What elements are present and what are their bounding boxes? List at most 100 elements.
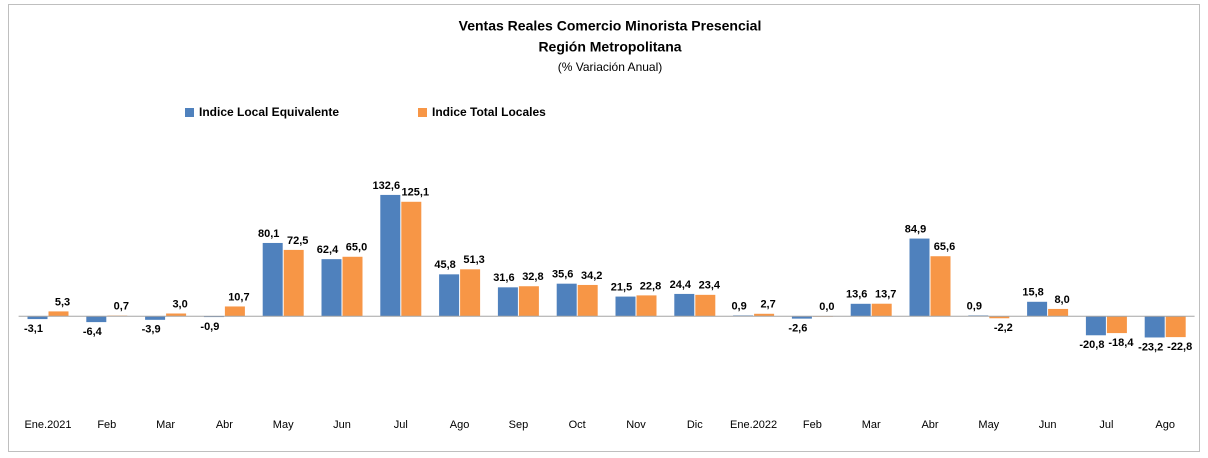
value-label: -3,1	[24, 323, 43, 335]
value-label: -6,4	[83, 326, 103, 338]
value-label: -23,2	[1138, 341, 1163, 353]
bar	[439, 274, 460, 317]
bar	[695, 294, 716, 317]
bar	[27, 316, 48, 320]
bar	[577, 284, 598, 317]
x-tick-label: Oct	[569, 419, 586, 431]
legend-label: Indice Total Locales	[432, 105, 546, 119]
value-label: 21,5	[611, 281, 632, 293]
x-tick-label: Abr	[216, 419, 233, 431]
bar	[615, 296, 636, 317]
x-tick-label: Feb	[803, 419, 822, 431]
x-tick-label: Feb	[97, 419, 116, 431]
bar	[930, 256, 951, 317]
bar	[321, 259, 342, 317]
bar	[401, 201, 422, 317]
value-label: 65,0	[346, 242, 367, 254]
value-label: -18,4	[1108, 337, 1134, 349]
x-tick-label: May	[273, 419, 294, 431]
bar	[1048, 308, 1069, 317]
value-label: 72,5	[287, 235, 308, 247]
bar	[342, 256, 363, 317]
value-label: 65,6	[934, 241, 955, 253]
x-tick-label: Ago	[450, 419, 470, 431]
bar	[1106, 316, 1127, 334]
value-label: 15,8	[1022, 287, 1043, 299]
x-tick-label: Jun	[1039, 419, 1057, 431]
bar	[754, 313, 775, 317]
x-tick-label: Ene.2022	[730, 419, 777, 431]
value-label: 35,6	[552, 269, 573, 281]
value-label: 13,7	[875, 289, 896, 301]
bar	[1165, 316, 1186, 338]
value-label: 24,4	[670, 279, 692, 291]
bar	[556, 283, 577, 317]
value-label: 62,4	[317, 244, 339, 256]
value-label: 23,4	[699, 280, 721, 292]
value-label: 13,6	[846, 289, 867, 301]
x-tick-label: Ene.2021	[24, 419, 71, 431]
value-label: 80,1	[258, 228, 279, 240]
value-label: 125,1	[402, 187, 430, 199]
bar	[989, 316, 1010, 319]
bar	[1144, 316, 1165, 338]
value-label: -0,9	[200, 321, 219, 333]
x-tick-label: Nov	[626, 419, 646, 431]
bar	[1027, 301, 1048, 317]
x-tick-label: Mar	[156, 419, 175, 431]
value-label: -22,8	[1167, 341, 1192, 353]
value-label: 132,6	[373, 180, 401, 192]
bar	[48, 311, 69, 317]
bar	[262, 242, 283, 317]
value-label: 31,6	[493, 272, 514, 284]
legend-swatch	[418, 108, 427, 117]
value-label: 32,8	[522, 271, 543, 283]
bar	[871, 303, 892, 317]
value-label: 8,0	[1054, 294, 1069, 306]
value-label: -2,6	[788, 323, 807, 335]
chart-title: Ventas Reales Comercio Minorista Presenc…	[459, 18, 762, 34]
value-label: 10,7	[228, 291, 249, 303]
bar	[1085, 316, 1106, 336]
value-label: 22,8	[640, 280, 661, 292]
x-tick-label: Jun	[333, 419, 351, 431]
x-tick-label: Dic	[687, 419, 703, 431]
value-label: 84,9	[905, 223, 926, 235]
bar	[636, 295, 657, 317]
value-label: 3,0	[172, 298, 187, 310]
value-label: 2,7	[760, 299, 775, 311]
x-tick-label: Abr	[921, 419, 938, 431]
legend-swatch	[185, 108, 194, 117]
chart-subtitle: Región Metropolitana	[538, 39, 681, 55]
bar	[850, 303, 871, 317]
bar	[145, 316, 166, 320]
bar	[86, 316, 107, 323]
value-label: 0,9	[967, 300, 982, 312]
legend-label: Indice Local Equivalente	[199, 105, 339, 119]
unit-label: (% Variación Anual)	[558, 60, 663, 74]
x-tick-label: Ago	[1155, 419, 1175, 431]
bar	[380, 194, 401, 317]
x-tick-label: Jul	[1099, 419, 1113, 431]
bar	[166, 313, 187, 317]
value-label: -3,9	[142, 324, 161, 336]
value-label: 51,3	[463, 254, 484, 266]
value-label: 45,8	[434, 259, 455, 271]
bar	[497, 287, 518, 317]
value-label: 0,0	[819, 301, 834, 313]
bar	[791, 316, 812, 319]
value-label: 34,2	[581, 270, 602, 282]
x-tick-label: Jul	[394, 419, 408, 431]
value-label: -20,8	[1079, 339, 1104, 351]
x-tick-label: May	[978, 419, 999, 431]
value-label: 0,7	[114, 301, 129, 313]
bar	[460, 269, 481, 317]
x-tick-label: Sep	[509, 419, 529, 431]
bar	[224, 306, 245, 317]
value-label: 5,3	[55, 296, 70, 308]
bar	[909, 238, 930, 317]
bar	[518, 286, 539, 317]
x-tick-label: Mar	[862, 419, 881, 431]
value-label: -2,2	[994, 322, 1013, 334]
value-label: 0,9	[731, 300, 746, 312]
